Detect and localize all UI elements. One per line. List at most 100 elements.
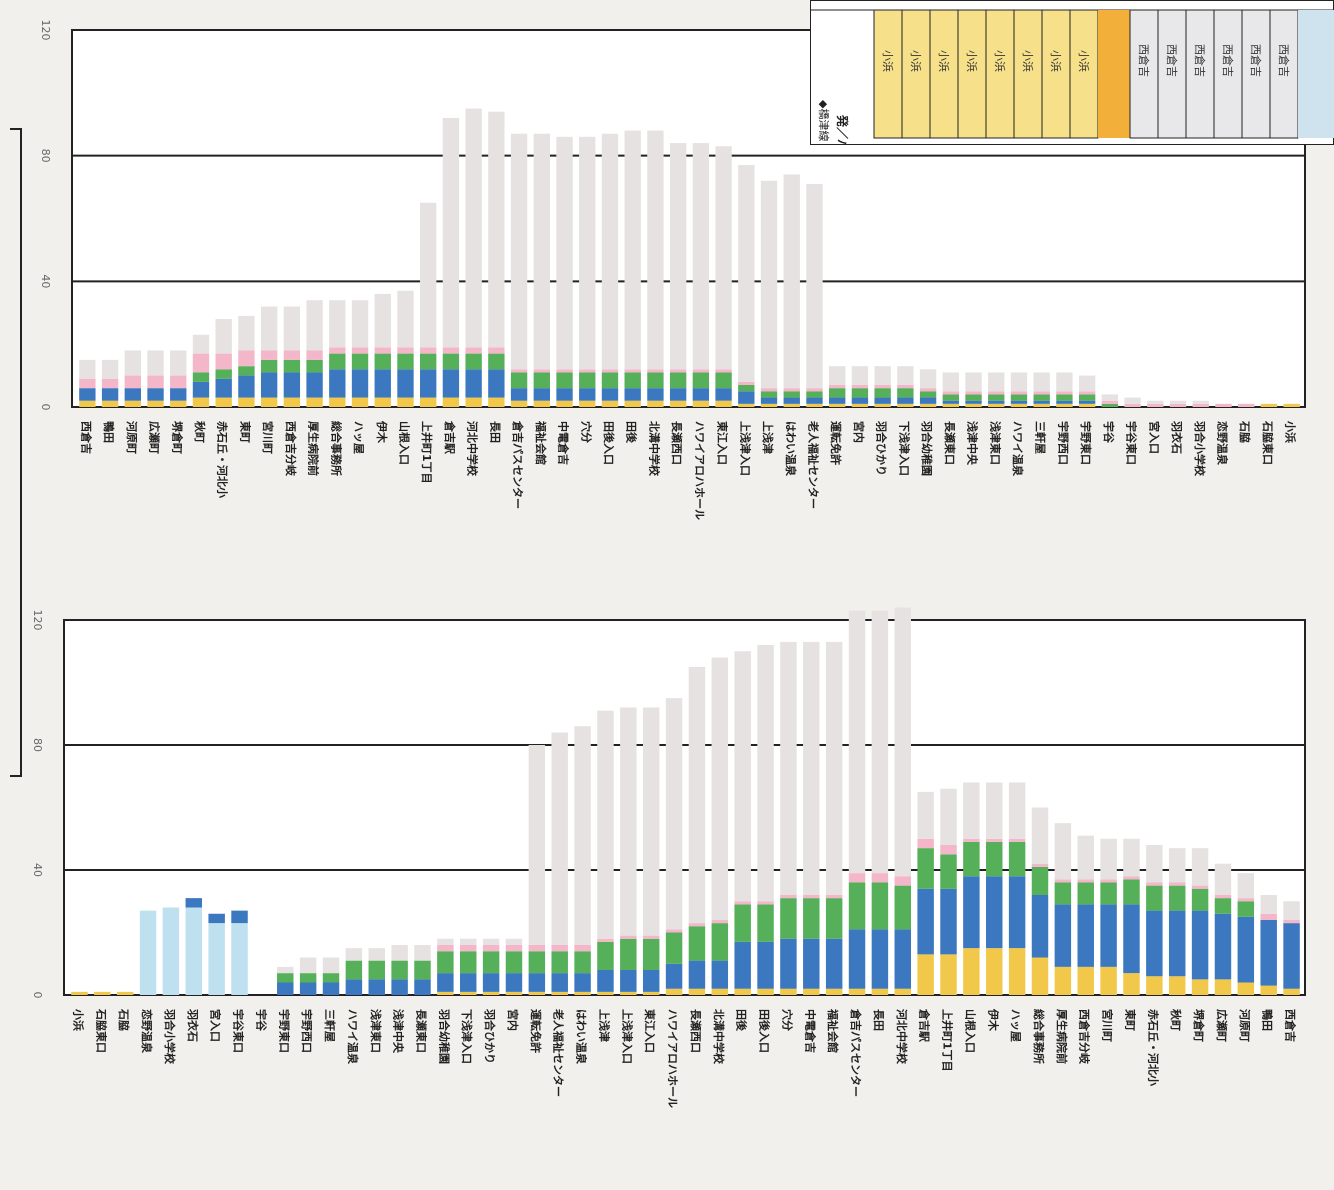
bar-segment (1191, 885, 1209, 889)
bar-segment (942, 391, 959, 395)
bar-segment (848, 929, 866, 989)
bar-segment (738, 165, 755, 382)
bar-segment (1100, 904, 1117, 967)
category-label: 宇野東口 (1079, 421, 1093, 465)
bar-segment (874, 397, 891, 404)
bar-segment (1078, 394, 1096, 401)
bar-segment (986, 948, 1003, 995)
bar-segment (306, 397, 323, 407)
bar-segment (283, 397, 301, 407)
bar-segment (368, 979, 385, 995)
category-label: 秋町 (1169, 1009, 1183, 1031)
bar-segment (1008, 841, 1026, 877)
category-label: 三軒屋 (323, 1009, 337, 1042)
bar-segment (1056, 372, 1073, 392)
bar-segment (1033, 403, 1050, 407)
bar-segment (528, 951, 546, 974)
bar-segment (894, 607, 912, 877)
bar-segment (965, 372, 982, 392)
bar-segment (283, 372, 301, 398)
bar-segment (897, 397, 914, 404)
category-label: ハッ屋 (352, 421, 365, 454)
category-label: 宮川町 (261, 421, 275, 454)
bar-segment (215, 378, 232, 398)
bar-segment (642, 991, 660, 995)
bar-segment (1101, 403, 1119, 407)
bar-segment (669, 400, 687, 407)
category-label: 恋野温泉 (140, 1009, 154, 1054)
category-label: 鴨田 (102, 421, 116, 443)
bar-segment (897, 366, 914, 386)
bar-segment (1033, 391, 1050, 395)
bar-segment (738, 385, 755, 392)
bar-segment (505, 951, 523, 974)
bar-segment (1214, 913, 1232, 980)
bar-segment (760, 397, 778, 404)
bar-segment (528, 973, 546, 992)
bar-segment (260, 372, 278, 398)
bar-segment (510, 372, 528, 389)
bar-segment (1054, 882, 1072, 905)
bar-segment (1191, 888, 1209, 911)
bar-segment (124, 400, 141, 407)
category-label: ハワイ温泉 (1011, 421, 1025, 477)
bar-segment (528, 991, 546, 995)
bar-segment (825, 641, 843, 895)
bar-segment (1214, 863, 1232, 895)
category-label: 秋町 (193, 421, 207, 443)
bar-segment (79, 359, 96, 379)
bar-segment (1238, 403, 1255, 407)
bar-segment (1031, 863, 1049, 867)
bar-segment (1192, 403, 1209, 407)
bar-segment (757, 941, 774, 989)
bar-segment (919, 403, 937, 407)
bar-segment (780, 641, 797, 895)
category-label: 羽合小学校 (1193, 421, 1207, 477)
category-label: 羽合小学校 (163, 1009, 177, 1065)
bar-segment (1031, 895, 1049, 958)
table-separator (1098, 10, 1130, 138)
category-label: 田後 (735, 1009, 749, 1032)
bar-segment (329, 300, 346, 348)
category-label: ハワイ温泉 (346, 1009, 360, 1065)
bar-segment (192, 353, 210, 373)
bar-segment (1008, 876, 1026, 949)
bar-segment (574, 951, 591, 974)
table-cell-gray (1185, 9, 1215, 139)
bar-segment (688, 926, 706, 961)
category-label: 長瀬西口 (670, 421, 684, 465)
category-label: 長瀬東口 (943, 421, 957, 465)
bar-segment (533, 400, 550, 407)
table-cell-gray (1241, 9, 1271, 139)
bar-segment (665, 932, 683, 964)
bar-segment (170, 375, 187, 389)
bar-segment (1031, 957, 1049, 995)
category-label: 老人福祉センター (552, 1008, 566, 1097)
bar-segment (1260, 920, 1277, 986)
table-cell-label: 小浜 (937, 50, 950, 72)
bar-segment (397, 347, 414, 354)
bar-segment (1260, 913, 1277, 920)
bar-segment (482, 938, 500, 945)
bar-segment (963, 876, 980, 949)
category-label: ハワイアロハホール (693, 421, 706, 520)
bar-segment (1056, 394, 1073, 401)
bar-segment (986, 838, 1003, 842)
category-label: 長瀬西口 (689, 1009, 703, 1053)
bar-segment (871, 882, 889, 930)
bar-segment (601, 400, 619, 407)
bar-segment (192, 372, 210, 382)
bar-segment (124, 375, 141, 389)
bar-segment (760, 403, 778, 407)
bar-segment (1123, 876, 1140, 880)
bar-segment (277, 966, 294, 974)
category-label: 羽衣石 (186, 1009, 200, 1042)
bar-segment (351, 397, 369, 407)
category-label: 中電倉吉 (557, 421, 571, 465)
bar-segment (79, 400, 96, 407)
category-label: 浅津中央 (392, 1009, 406, 1054)
bar-segment (1260, 985, 1277, 995)
bar-segment (1283, 901, 1300, 920)
bar-segment (851, 366, 869, 386)
